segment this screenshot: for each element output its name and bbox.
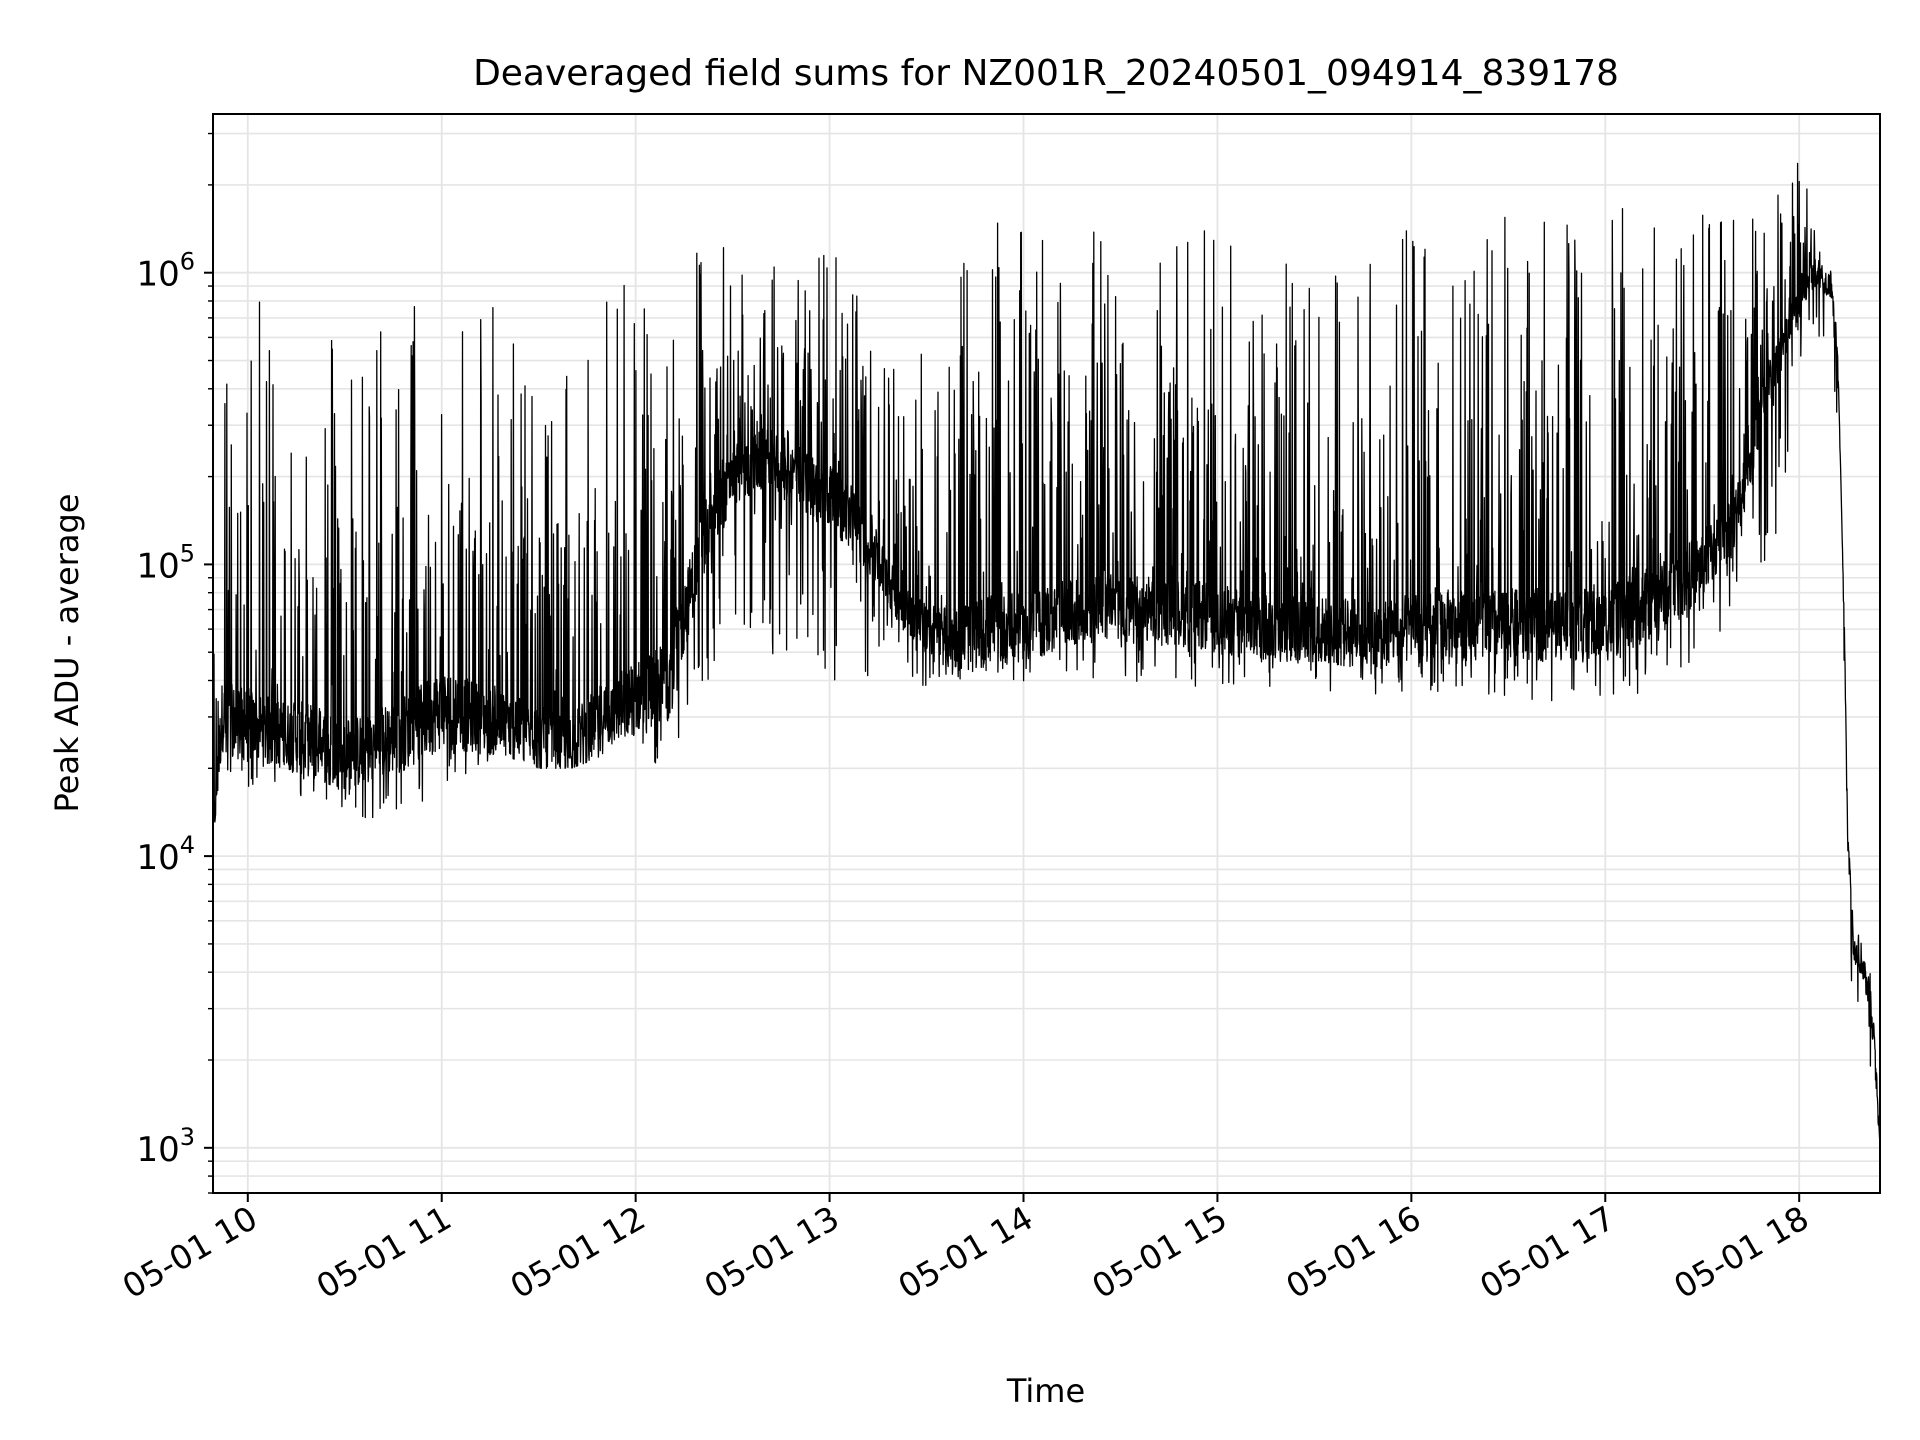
x-tick-label: 05-01 12 [504,1198,652,1306]
y-tick-label-base: 10 [136,546,179,586]
y-tick-label: 103 [136,1123,195,1170]
y-tick-label: 104 [136,831,195,878]
y-tick-label-exponent: 3 [180,1123,195,1151]
x-tick-label: 05-01 13 [698,1198,846,1306]
x-tick-label: 05-01 17 [1473,1198,1621,1306]
plot-frame [212,113,1881,1194]
y-tick-label: 105 [136,539,195,586]
y-tick-label-exponent: 5 [180,539,195,567]
x-axis-label: Time [1006,1372,1085,1410]
x-tick-label: 05-01 18 [1667,1198,1815,1306]
y-tick-label-exponent: 4 [180,831,195,859]
y-tick-label-base: 10 [136,255,179,295]
x-tick-label: 05-01 11 [310,1198,458,1306]
y-tick-label-exponent: 6 [180,248,195,276]
y-axis-label: Peak ADU - average [48,494,86,813]
grid [213,114,1880,1194]
y-tick-label-base: 10 [136,838,179,878]
y-tick-label-base: 10 [136,1130,179,1170]
x-tick-label: 05-01 14 [892,1198,1040,1306]
x-tick-label: 05-01 10 [116,1198,264,1306]
x-axis: 05-01 10 05-01 11 05-01 12 05-01 13 05-01 14… [116,1193,1815,1306]
data-series [212,162,1881,1148]
series-line [212,162,1881,1148]
y-tick-label: 106 [136,248,195,295]
x-tick-label: 05-01 16 [1279,1198,1427,1306]
x-tick-label: 05-01 15 [1085,1198,1233,1306]
chart-title: Deaveraged field sums for NZ001R_2024050… [473,53,1619,94]
